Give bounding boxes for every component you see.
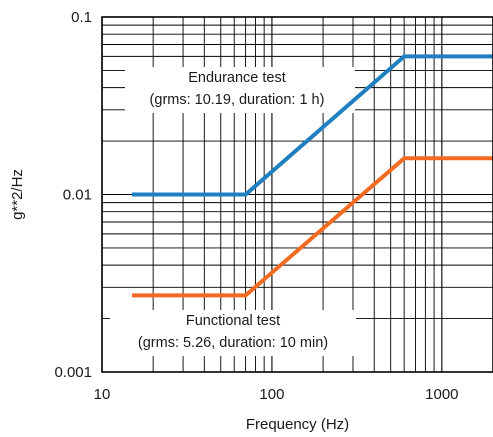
annotation-background [125,67,355,113]
x-tick-label: 10 [94,386,111,403]
series-layer [131,54,493,298]
series-line-1 [131,54,493,197]
x-tick-label: 1000 [425,386,458,403]
annotation-endurance: Endurance test (grms: 10.19, duration: 1 … [125,67,355,113]
y-tick-label: 0.01 [63,187,92,204]
annotation-text: (grms: 10.19, duration: 1 h) [150,92,325,108]
annotation-text: Functional test [186,313,280,329]
plot-frame [101,16,493,373]
annotation-functional: Functional test (grms: 5.26, duration: 10… [110,310,356,356]
y-tick-label: 0.001 [54,364,92,381]
series-line-2 [131,156,493,298]
y-axis-label: g**2/Hz [9,169,26,220]
annotation-text: Endurance test [188,70,286,86]
x-tick-label: 100 [259,386,284,403]
annotation-background [110,310,356,356]
annotation-text: (grms: 5.26, duration: 10 min) [138,335,328,351]
y-tick-label: 0.1 [71,9,92,26]
annotations: Endurance test (grms: 10.19, duration: 1 … [110,67,356,356]
tick-labels: 10 100 1000 0.1 0.01 0.001 [54,9,458,403]
x-axis-label: Frequency (Hz) [246,416,349,433]
